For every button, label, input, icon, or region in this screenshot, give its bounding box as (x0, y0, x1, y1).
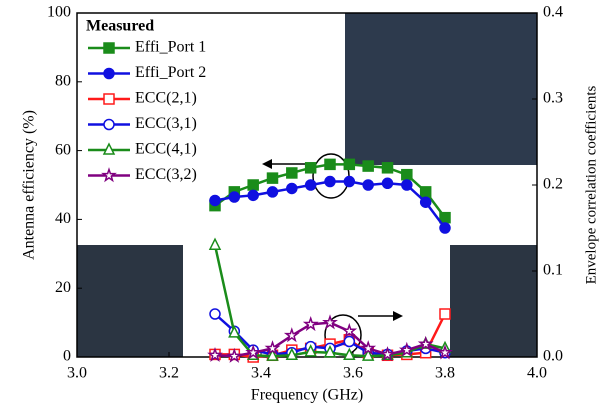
marker (401, 168, 413, 181)
marker (381, 162, 394, 174)
marker (264, 340, 281, 356)
marker (266, 172, 279, 184)
marker (343, 158, 356, 171)
marker (245, 344, 262, 360)
marker (379, 346, 396, 362)
legend-label: Effi_Port 2 (135, 64, 206, 81)
marker (304, 179, 317, 191)
marker (304, 162, 317, 174)
chamber-photo (77, 245, 183, 357)
marker (419, 196, 432, 208)
legend-marker (103, 42, 115, 54)
marker (266, 348, 279, 361)
x-tick-label: 3.4 (251, 365, 271, 382)
legend-marker (103, 67, 115, 80)
x-tick-label: 4.0 (527, 365, 547, 382)
marker (401, 179, 413, 191)
y-tick-label: 20 (55, 279, 71, 296)
legend-title: Measured (86, 18, 154, 35)
marker (322, 314, 338, 330)
x-tick-label: 3.6 (343, 365, 363, 382)
y2-tick-label: 0.0 (543, 348, 563, 365)
y2-tick-label: 0.4 (543, 4, 563, 21)
marker (323, 345, 337, 358)
y2-tick-label: 0.2 (543, 176, 563, 193)
y2-tick-label: 0.3 (543, 90, 563, 107)
marker (439, 308, 451, 320)
marker (324, 158, 336, 171)
marker (341, 322, 358, 338)
marker (304, 344, 317, 357)
marker (362, 160, 374, 172)
marker (209, 308, 221, 320)
chamber-photo (450, 245, 537, 357)
legend-marker (102, 142, 116, 155)
marker (419, 186, 432, 198)
x-axis-label: Frequency (GHz) (251, 387, 363, 404)
marker (361, 348, 375, 361)
legend-label: Effi_Port 1 (135, 39, 206, 56)
legend-label: ECC(3,1) (135, 115, 197, 132)
legend-marker (103, 93, 115, 105)
marker (286, 167, 298, 179)
marker (228, 325, 241, 338)
marker (417, 335, 434, 351)
marker (360, 340, 377, 356)
marker (343, 335, 356, 348)
legend-marker (101, 167, 117, 183)
marker (207, 347, 223, 362)
marker (362, 179, 374, 191)
marker (398, 341, 415, 357)
arrowhead (262, 159, 272, 169)
legend-label: ECC(4,1) (135, 141, 197, 158)
y-tick-label: 100 (47, 4, 71, 21)
x-tick-label: 3.8 (435, 365, 455, 382)
marker (437, 344, 453, 360)
marker (283, 327, 300, 343)
legend-label: ECC(2,1) (135, 90, 197, 107)
y-tick-label: 80 (55, 72, 71, 89)
marker (381, 177, 394, 190)
y-tick-label: 60 (55, 141, 71, 158)
marker (324, 175, 336, 188)
marker (208, 237, 222, 250)
marker (247, 189, 259, 202)
marker (286, 182, 298, 195)
legend-marker (103, 118, 115, 131)
y-axis-label: Antenna efficiency (%) (21, 110, 38, 260)
marker (439, 211, 451, 224)
chamber-photo (345, 13, 537, 165)
y2-axis-label: Envelope correlation coefficients (583, 85, 599, 284)
marker (209, 194, 221, 207)
legend-label: ECC(3,2) (135, 166, 197, 183)
marker (228, 191, 241, 203)
marker (343, 347, 356, 361)
marker (439, 222, 451, 234)
marker (302, 315, 319, 332)
x-tick-label: 3.0 (67, 365, 87, 382)
marker (247, 179, 259, 191)
marker (226, 347, 243, 363)
marker (266, 186, 279, 198)
arrowhead (393, 311, 403, 321)
y-tick-label: 0 (63, 348, 71, 365)
y2-tick-label: 0.1 (543, 262, 563, 279)
x-tick-label: 3.2 (159, 365, 179, 382)
marker (285, 347, 299, 361)
marker (343, 175, 356, 188)
y-tick-label: 40 (55, 210, 71, 227)
